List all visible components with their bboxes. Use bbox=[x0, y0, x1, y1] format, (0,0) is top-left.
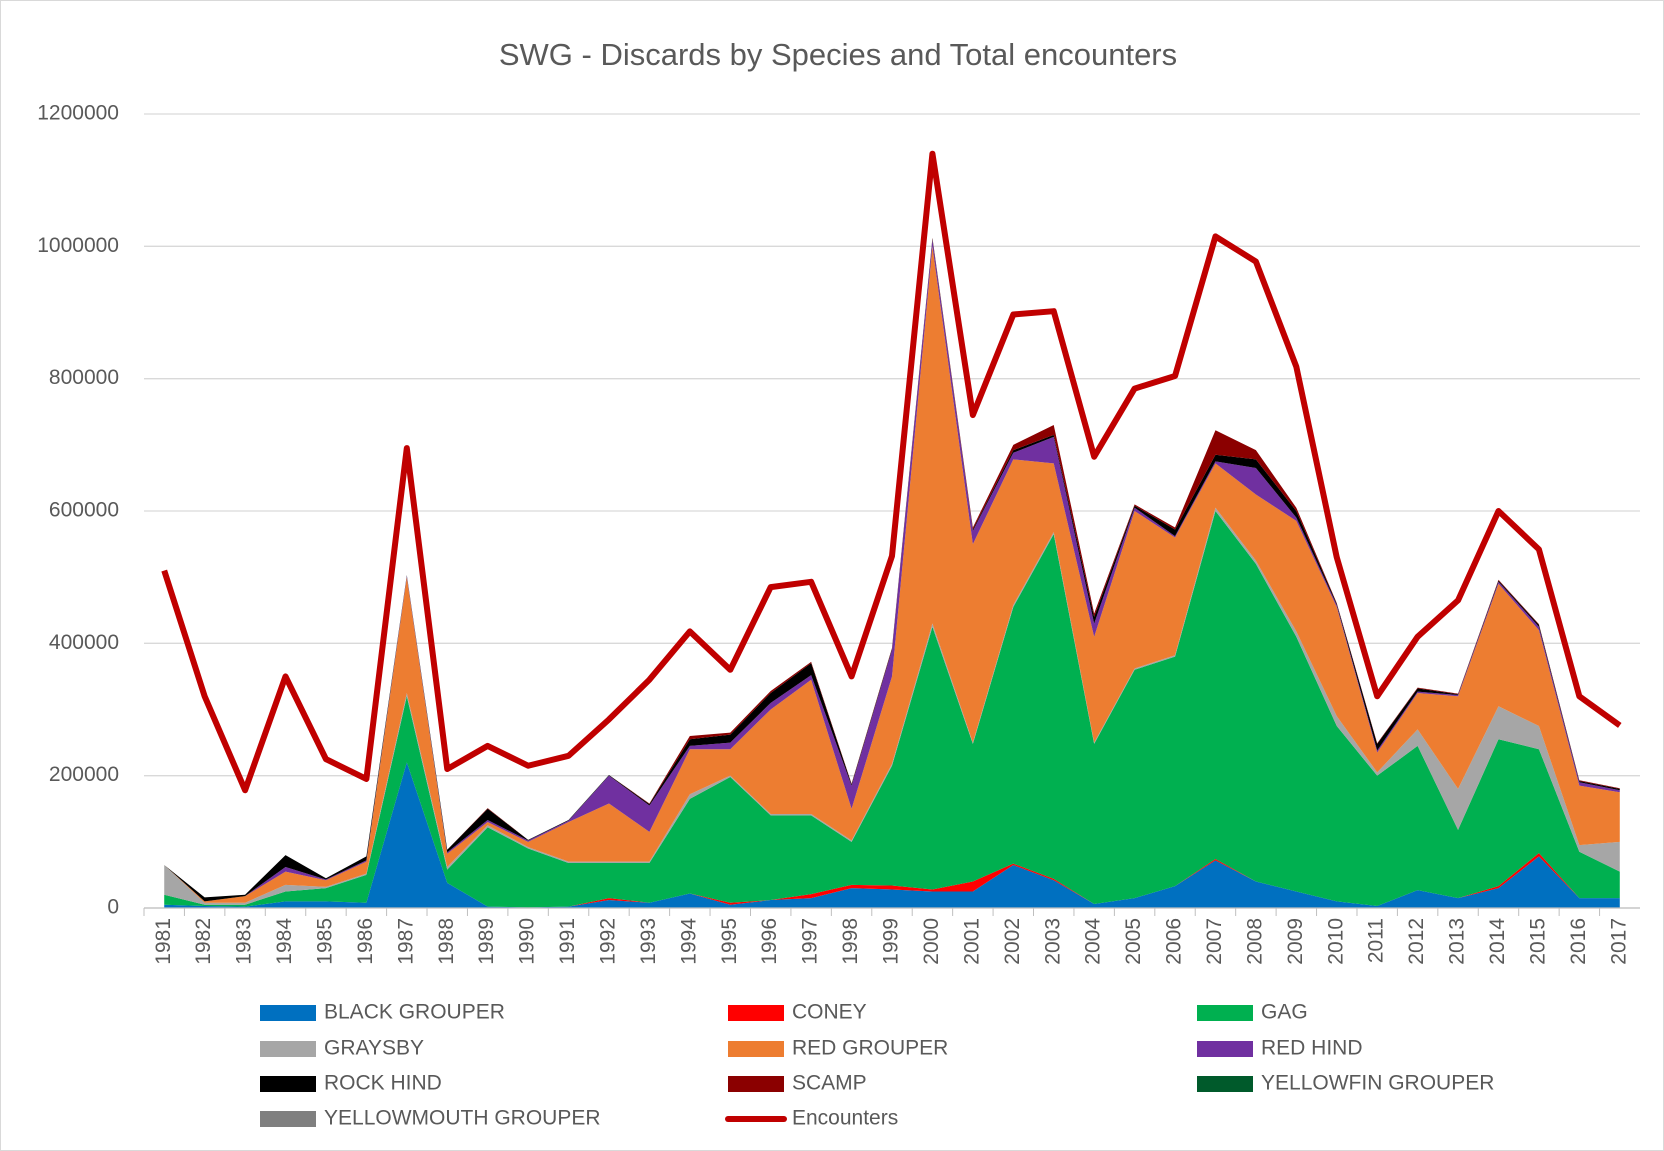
x-tick-label: 1999 bbox=[880, 918, 903, 965]
legend-swatch bbox=[260, 1005, 316, 1021]
x-tick-label: 1992 bbox=[597, 918, 620, 965]
x-tick-label: 1984 bbox=[273, 918, 296, 965]
x-tick-label: 2013 bbox=[1446, 918, 1469, 965]
y-tick-label: 400000 bbox=[49, 631, 119, 654]
area bbox=[164, 511, 1620, 908]
legend-swatch bbox=[260, 1111, 316, 1127]
x-tick-label: 2015 bbox=[1526, 918, 1549, 965]
legend-swatch bbox=[728, 1041, 784, 1057]
legend-swatch bbox=[260, 1076, 316, 1092]
x-tick-label: 2003 bbox=[1041, 918, 1064, 965]
x-tick-label: 1995 bbox=[718, 918, 741, 965]
x-tick-label: 2008 bbox=[1243, 918, 1266, 965]
x-tick-label: 1981 bbox=[152, 918, 175, 965]
x-tick-label: 1988 bbox=[435, 918, 458, 965]
x-tick-label: 2011 bbox=[1365, 918, 1388, 963]
x-tick-label: 2006 bbox=[1163, 918, 1186, 965]
x-tick-label: 1994 bbox=[677, 918, 700, 965]
legend-label: ROCK HIND bbox=[324, 1072, 442, 1095]
x-tick-label: 2002 bbox=[1001, 918, 1024, 965]
legend-label: GAG bbox=[1261, 1001, 1308, 1024]
legend-label: RED HIND bbox=[1261, 1037, 1363, 1060]
legend-swatch bbox=[1197, 1076, 1253, 1092]
x-tick-label: 1996 bbox=[758, 918, 781, 965]
x-tick-label: 1985 bbox=[313, 918, 336, 965]
x-tick-label: 2001 bbox=[960, 918, 983, 965]
x-tick-label: 2000 bbox=[920, 918, 943, 965]
x-tick-label: 1986 bbox=[354, 918, 377, 965]
legend-label: YELLOWMOUTH GROUPER bbox=[324, 1107, 601, 1130]
x-tick-label: 1989 bbox=[475, 918, 498, 965]
area bbox=[164, 507, 1620, 905]
y-tick-label: 200000 bbox=[49, 763, 119, 786]
y-tick-label: 1200000 bbox=[37, 102, 119, 125]
x-tick-label: 2014 bbox=[1486, 918, 1509, 965]
legend-label: SCAMP bbox=[792, 1072, 867, 1095]
x-tick-label: 2012 bbox=[1405, 918, 1428, 965]
legend-label: RED GROUPER bbox=[792, 1037, 948, 1060]
x-tick-label: 2004 bbox=[1082, 918, 1105, 965]
legend-label: GRAYSBY bbox=[324, 1037, 424, 1060]
x-tick-label: 2010 bbox=[1324, 918, 1347, 965]
x-tick-label: 2009 bbox=[1284, 918, 1307, 965]
legend-label: CONEY bbox=[792, 1001, 867, 1024]
x-tick-label: 2017 bbox=[1607, 918, 1630, 965]
legend-swatch bbox=[728, 1005, 784, 1021]
line bbox=[161, 150, 1622, 794]
x-tick-label: 1997 bbox=[799, 918, 822, 965]
y-tick-label: 600000 bbox=[49, 499, 119, 522]
x-tick-label: 2005 bbox=[1122, 918, 1145, 965]
x-tick-label: 1991 bbox=[556, 918, 579, 965]
legend-swatch bbox=[728, 1076, 784, 1092]
y-tick-label: 800000 bbox=[49, 366, 119, 389]
x-tick-label: 2016 bbox=[1567, 918, 1590, 965]
legend-swatch bbox=[1197, 1005, 1253, 1021]
legend-swatch bbox=[1197, 1041, 1253, 1057]
legend-label: BLACK GROUPER bbox=[324, 1001, 505, 1024]
x-tick-label: 1982 bbox=[192, 918, 215, 965]
legend-label: YELLOWFIN GROUPER bbox=[1261, 1072, 1494, 1095]
x-tick-label: 1998 bbox=[839, 918, 862, 965]
chart-title: SWG - Discards by Species and Total enco… bbox=[499, 37, 1177, 72]
legend-label: Encounters bbox=[792, 1107, 898, 1130]
x-tick-label: 1987 bbox=[394, 918, 417, 965]
x-tick-label: 1990 bbox=[516, 918, 539, 965]
y-tick-label: 1000000 bbox=[37, 234, 119, 257]
legend-swatch bbox=[260, 1041, 316, 1057]
x-tick-label: 1993 bbox=[637, 918, 660, 965]
y-tick-label: 0 bbox=[107, 896, 119, 919]
x-tick-label: 2007 bbox=[1203, 918, 1226, 965]
x-tick-label: 1983 bbox=[233, 918, 256, 965]
